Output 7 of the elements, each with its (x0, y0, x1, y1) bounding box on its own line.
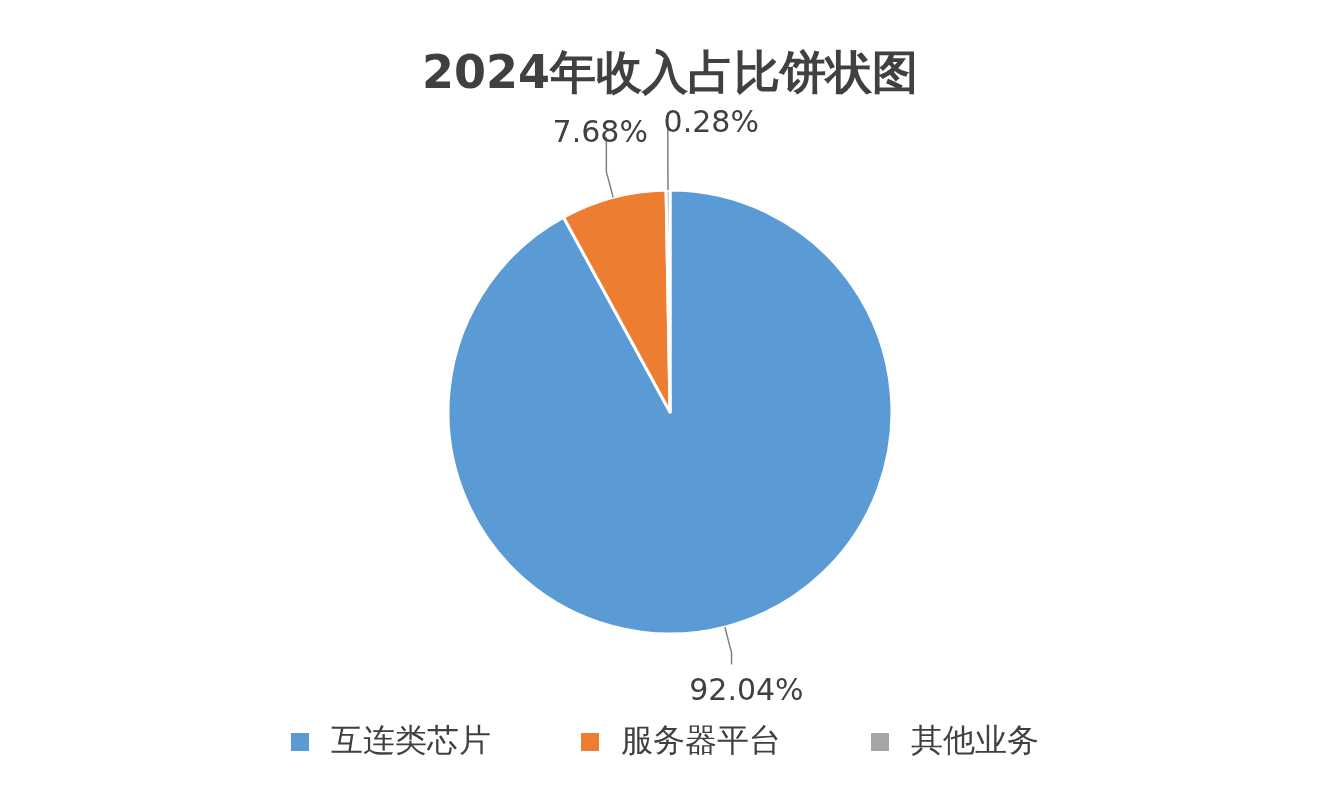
chart-title: 2024年收入占比饼状图 (421, 45, 919, 99)
data-label: 0.28% (663, 103, 759, 139)
legend-label: 互连类芯片 (331, 721, 491, 759)
legend-label: 其他业务 (911, 721, 1039, 759)
data-label: 92.04% (689, 672, 804, 708)
data-label: 7.68% (552, 113, 648, 149)
legend-label: 服务器平台 (621, 721, 781, 759)
